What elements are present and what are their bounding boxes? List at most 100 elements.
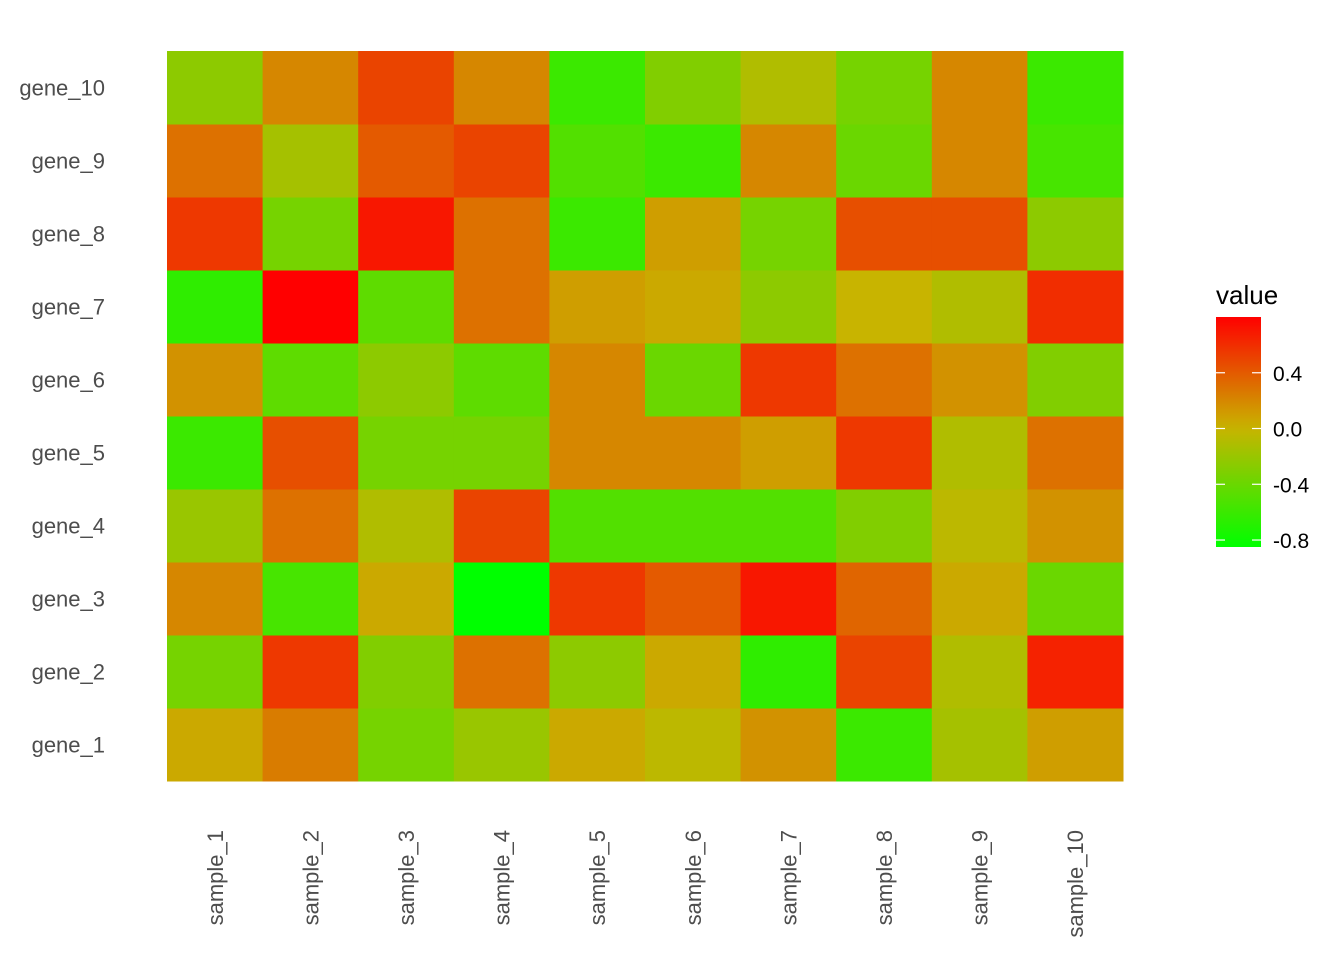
heatmap-cell-gene_1-sample_6	[645, 708, 742, 782]
heatmap-cell-gene_9-sample_10	[1027, 124, 1124, 198]
heatmap-cell-gene_1-sample_3	[358, 708, 455, 782]
y-tick-label: gene_6	[32, 368, 105, 393]
heatmap-cell-gene_6-sample_1	[167, 343, 264, 417]
heatmap-cell-gene_2-sample_7	[740, 635, 837, 709]
heatmap-cell-gene_10-sample_3	[358, 51, 455, 125]
heatmap-cell-gene_6-sample_5	[549, 343, 646, 417]
x-tick-label: sample_5	[585, 830, 610, 925]
x-tick-label: sample_7	[776, 830, 801, 925]
heatmap-cell-gene_1-sample_2	[262, 708, 359, 782]
x-axis-tick-labels: sample_1 sample_2 sample_3 sample_4 sample_5…	[203, 830, 1088, 938]
heatmap-cells	[167, 51, 1124, 782]
heatmap-cell-gene_7-sample_4	[453, 270, 550, 344]
heatmap-cell-gene_4-sample_6	[645, 489, 742, 563]
heatmap-cell-gene_3-sample_8	[836, 562, 933, 636]
heatmap-cell-gene_9-sample_5	[549, 124, 646, 198]
heatmap-cell-gene_2-sample_3	[358, 635, 455, 709]
heatmap-cell-gene_8-sample_2	[262, 197, 359, 271]
heatmap-cell-gene_1-sample_7	[740, 708, 837, 782]
heatmap-cell-gene_9-sample_6	[645, 124, 742, 198]
heatmap-cell-gene_9-sample_8	[836, 124, 933, 198]
heatmap-cell-gene_10-sample_6	[645, 51, 742, 125]
heatmap-cell-gene_7-sample_6	[645, 270, 742, 344]
y-tick-label: gene_4	[32, 514, 105, 539]
heatmap-cell-gene_3-sample_1	[167, 562, 264, 636]
heatmap-cell-gene_6-sample_8	[836, 343, 933, 417]
legend-title: value	[1216, 280, 1278, 310]
heatmap-cell-gene_3-sample_2	[262, 562, 359, 636]
heatmap-cell-gene_6-sample_3	[358, 343, 455, 417]
heatmap-cell-gene_10-sample_7	[740, 51, 837, 125]
heatmap-cell-gene_10-sample_8	[836, 51, 933, 125]
heatmap-cell-gene_10-sample_10	[1027, 51, 1124, 125]
heatmap-cell-gene_5-sample_3	[358, 416, 455, 490]
heatmap-cell-gene_4-sample_4	[453, 489, 550, 563]
y-tick-label: gene_2	[32, 660, 105, 685]
heatmap-cell-gene_1-sample_1	[167, 708, 264, 782]
heatmap-cell-gene_5-sample_10	[1027, 416, 1124, 490]
heatmap-cell-gene_10-sample_1	[167, 51, 264, 125]
heatmap-cell-gene_1-sample_9	[931, 708, 1028, 782]
heatmap-cell-gene_9-sample_7	[740, 124, 837, 198]
heatmap-cell-gene_6-sample_10	[1027, 343, 1124, 417]
heatmap-cell-gene_6-sample_9	[931, 343, 1028, 417]
heatmap-cell-gene_10-sample_2	[262, 51, 359, 125]
heatmap-cell-gene_10-sample_5	[549, 51, 646, 125]
heatmap-cell-gene_2-sample_5	[549, 635, 646, 709]
heatmap-cell-gene_2-sample_10	[1027, 635, 1124, 709]
heatmap-cell-gene_7-sample_3	[358, 270, 455, 344]
heatmap-cell-gene_4-sample_1	[167, 489, 264, 563]
heatmap-cell-gene_7-sample_8	[836, 270, 933, 344]
x-tick-label: sample_1	[203, 830, 228, 925]
heatmap-cell-gene_4-sample_10	[1027, 489, 1124, 563]
heatmap-cell-gene_6-sample_7	[740, 343, 837, 417]
heatmap-cell-gene_7-sample_5	[549, 270, 646, 344]
heatmap-cell-gene_7-sample_9	[931, 270, 1028, 344]
heatmap-cell-gene_5-sample_1	[167, 416, 264, 490]
y-tick-label: gene_1	[32, 733, 105, 758]
heatmap-cell-gene_3-sample_7	[740, 562, 837, 636]
heatmap-cell-gene_9-sample_9	[931, 124, 1028, 198]
heatmap-cell-gene_9-sample_2	[262, 124, 359, 198]
heatmap-cell-gene_3-sample_4	[453, 562, 550, 636]
heatmap-cell-gene_3-sample_5	[549, 562, 646, 636]
heatmap-cell-gene_9-sample_1	[167, 124, 264, 198]
x-tick-label: sample_8	[872, 830, 897, 925]
heatmap-cell-gene_2-sample_8	[836, 635, 933, 709]
heatmap-cell-gene_5-sample_9	[931, 416, 1028, 490]
legend-color-bar	[1216, 317, 1261, 547]
heatmap-cell-gene_10-sample_4	[453, 51, 550, 125]
y-tick-label: gene_9	[32, 149, 105, 174]
heatmap-cell-gene_4-sample_7	[740, 489, 837, 563]
heatmap-cell-gene_6-sample_2	[262, 343, 359, 417]
legend-label: 0.4	[1273, 363, 1303, 386]
heatmap-cell-gene_1-sample_5	[549, 708, 646, 782]
heatmap-cell-gene_2-sample_1	[167, 635, 264, 709]
x-tick-label: sample_4	[490, 830, 515, 925]
heatmap-cell-gene_4-sample_5	[549, 489, 646, 563]
heatmap-cell-gene_1-sample_4	[453, 708, 550, 782]
heatmap-cell-gene_4-sample_3	[358, 489, 455, 563]
heatmap-cell-gene_3-sample_3	[358, 562, 455, 636]
heatmap-cell-gene_2-sample_9	[931, 635, 1028, 709]
heatmap-cell-gene_10-sample_9	[931, 51, 1028, 125]
legend-ticks: 0.4 0.0 -0.4 -0.8	[1216, 363, 1310, 553]
heatmap-cell-gene_5-sample_7	[740, 416, 837, 490]
heatmap-cell-gene_9-sample_4	[453, 124, 550, 198]
heatmap-cell-gene_3-sample_6	[645, 562, 742, 636]
x-tick-label: sample_6	[681, 830, 706, 925]
heatmap-cell-gene_5-sample_5	[549, 416, 646, 490]
color-legend: value 0.4 0.0 -0.4 -0.8	[1216, 280, 1310, 553]
legend-label: -0.8	[1273, 530, 1309, 553]
heatmap-cell-gene_8-sample_8	[836, 197, 933, 271]
heatmap-cell-gene_5-sample_4	[453, 416, 550, 490]
x-tick-label: sample_2	[298, 830, 323, 925]
legend-label: 0.0	[1273, 419, 1302, 442]
x-tick-label: sample_10	[1063, 830, 1088, 938]
heatmap-cell-gene_8-sample_1	[167, 197, 264, 271]
heatmap-cell-gene_4-sample_9	[931, 489, 1028, 563]
y-tick-label: gene_8	[32, 222, 105, 247]
heatmap-cell-gene_6-sample_4	[453, 343, 550, 417]
heatmap-cell-gene_7-sample_2	[262, 270, 359, 344]
